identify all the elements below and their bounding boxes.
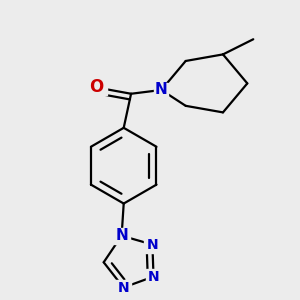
Text: N: N [115,228,128,243]
Text: N: N [147,238,158,252]
Text: O: O [89,78,103,96]
Text: N: N [155,82,168,98]
Text: N: N [148,270,159,283]
Text: N: N [118,280,129,295]
